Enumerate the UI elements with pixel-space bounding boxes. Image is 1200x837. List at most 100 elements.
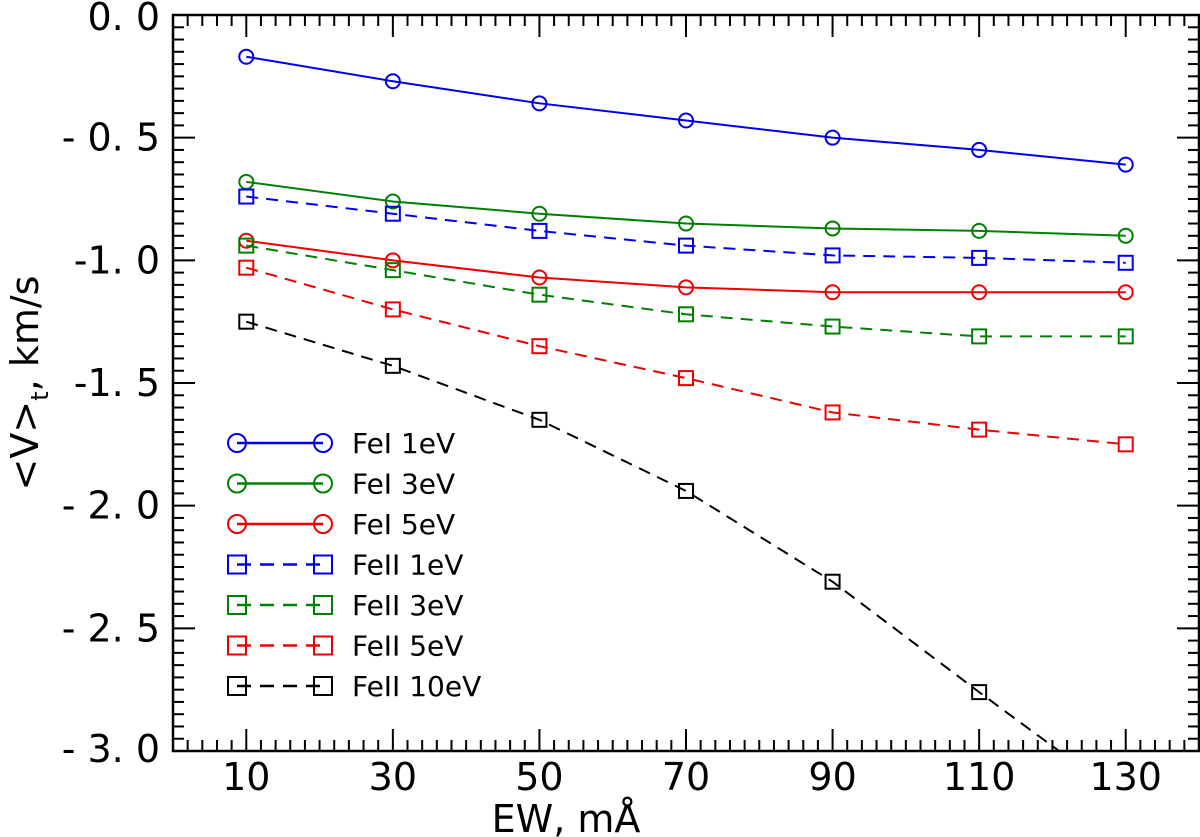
x-tick-label: 90: [808, 755, 856, 799]
data-point: [1117, 284, 1134, 301]
series-line: [246, 195, 1126, 264]
legend-item-feii-3ev: FeII 3eV: [227, 589, 463, 622]
data-point: [238, 48, 255, 65]
legend: FeI 1eV FeI 3eV FeI 5eV FeII 1eV FeII 3eV FeI…: [227, 427, 481, 703]
y-tick-label: 0. 0: [87, 0, 160, 39]
data-point: [1117, 254, 1134, 271]
data-point: [971, 421, 988, 438]
data-point: [531, 286, 548, 303]
data-point: [384, 252, 401, 269]
data-point: [971, 141, 988, 158]
series-line: [246, 244, 1126, 338]
data-point: [824, 404, 841, 421]
legend-marker-left: [227, 595, 247, 615]
y-tick-label: - 3. 0: [62, 727, 160, 771]
series-line: [246, 266, 1126, 446]
data-point: [384, 73, 401, 90]
data-point: [971, 684, 988, 701]
y-tick-label: -1. 5: [74, 361, 160, 405]
legend-item-fei-1ev: FeI 1eV: [227, 427, 455, 460]
legend-marker-right: [313, 554, 333, 575]
legend-marker-right: [313, 595, 333, 615]
legend-marker-right: [313, 433, 333, 453]
x-tick-label: 110: [943, 755, 1016, 799]
data-point: [384, 193, 401, 210]
series-fei-1ev: [238, 48, 1134, 173]
data-point: [678, 306, 694, 323]
legend-item-feii-10ev: FeII 10eV: [227, 670, 481, 703]
data-point: [971, 249, 988, 266]
data-point: [678, 237, 694, 254]
data-point: [824, 573, 841, 590]
y-tick-label: - 2. 5: [62, 606, 160, 650]
data-point: [678, 215, 694, 232]
series-line: [246, 180, 1126, 237]
axis-ticks: [173, 15, 1199, 751]
series-feii-5ev: [238, 259, 1134, 453]
data-point: [824, 247, 841, 264]
data-point: [238, 237, 255, 254]
series-feii-3ev: [238, 237, 1134, 345]
data-point: [531, 338, 548, 355]
data-point: [678, 112, 694, 129]
y-tick-label: -1. 0: [74, 238, 160, 282]
series-line: [245, 320, 1061, 751]
data-point: [384, 357, 401, 374]
x-tick-label: 30: [369, 755, 417, 799]
data-point: [824, 318, 841, 335]
y-axis-title: <V>t, km/s: [3, 276, 54, 491]
legend-marker-right: [313, 676, 333, 696]
data-point: [824, 220, 841, 237]
legend-marker-left: [227, 676, 247, 696]
legend-item-feii-5ev: FeII 5eV: [227, 630, 463, 663]
series-line: [246, 55, 1126, 166]
legend-item-fei-3ev: FeI 3eV: [227, 468, 455, 501]
data-point: [531, 411, 548, 428]
legend-item-feii-1ev: FeII 1eV: [227, 549, 463, 582]
tick-labels: 10 30 50 70 90 110 130 0. 0 - 0. 5 -1. 0 -1. 5 - 2.…: [62, 0, 1162, 799]
legend-marker-left: [227, 635, 247, 656]
series-layer: [238, 48, 1134, 751]
x-tick-label: 10: [222, 755, 270, 799]
legend-marker-left: [227, 433, 247, 453]
x-axis-title: EW, mÅ: [492, 797, 641, 837]
data-point: [678, 279, 694, 296]
series-feii-10ev: [238, 313, 1061, 751]
series-feii-1ev: [238, 188, 1134, 271]
legend-item-fei-5ev: FeI 5eV: [227, 508, 455, 541]
series-fei-5ev: [238, 232, 1134, 301]
legend-marker-right: [313, 514, 333, 534]
legend-marker-left: [227, 514, 247, 534]
y-axis-title-main: <V>: [3, 401, 47, 491]
plot-frame: [171, 13, 1200, 753]
data-point: [384, 262, 401, 279]
legend-label: FeII 5eV: [352, 630, 463, 663]
data-point: [971, 284, 988, 301]
data-point: [238, 313, 255, 330]
series-line: [246, 239, 1126, 294]
data-point: [531, 205, 548, 222]
data-point: [971, 222, 988, 239]
data-point: [1117, 227, 1134, 244]
data-point: [531, 95, 548, 112]
data-point: [238, 188, 255, 205]
legend-label: FeII 10eV: [352, 670, 481, 703]
y-tick-label: - 2. 0: [62, 484, 160, 528]
data-point: [1117, 328, 1134, 345]
data-point: [1117, 436, 1134, 453]
data-point: [238, 259, 255, 276]
data-point: [824, 129, 841, 146]
x-tick-label: 50: [515, 755, 563, 799]
x-tick-label: 130: [1089, 755, 1162, 799]
data-point: [384, 205, 401, 222]
legend-label: FeI 3eV: [352, 468, 455, 501]
data-point: [384, 301, 401, 318]
data-point: [824, 284, 841, 301]
data-point: [1117, 156, 1134, 173]
legend-label: FeII 3eV: [352, 589, 463, 622]
legend-marker-right: [313, 635, 333, 656]
y-axis-title-sub: t: [26, 391, 54, 400]
legend-label: FeI 5eV: [352, 508, 455, 541]
series-fei-3ev: [238, 173, 1134, 244]
